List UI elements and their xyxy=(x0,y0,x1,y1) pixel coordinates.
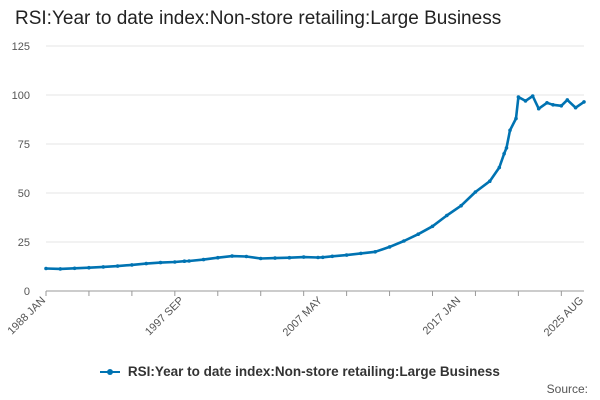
data-point[interactable] xyxy=(416,232,421,236)
legend: RSI:Year to date index:Non-store retaili… xyxy=(0,364,600,379)
data-point[interactable] xyxy=(488,179,492,183)
data-point[interactable] xyxy=(187,259,191,263)
data-point[interactable] xyxy=(273,256,277,260)
data-point[interactable] xyxy=(551,103,555,107)
data-point[interactable] xyxy=(373,250,378,254)
data-point[interactable] xyxy=(530,94,535,98)
data-point[interactable] xyxy=(545,101,549,105)
data-point[interactable] xyxy=(244,254,249,259)
data-point[interactable] xyxy=(504,146,509,150)
x-tick-label: 2025 AUG xyxy=(542,295,586,339)
data-point[interactable] xyxy=(502,152,506,156)
data-point[interactable] xyxy=(497,165,502,170)
data-point[interactable] xyxy=(359,251,363,256)
x-tick-label: 2007 MAY xyxy=(281,294,326,339)
data-point[interactable] xyxy=(573,105,578,110)
data-point[interactable] xyxy=(536,106,541,111)
data-point[interactable] xyxy=(523,99,528,103)
y-tick-label: 100 xyxy=(12,90,30,102)
x-tick-label: 2017 JAN xyxy=(421,295,464,338)
data-point[interactable] xyxy=(508,128,512,133)
legend-line-marker-icon xyxy=(100,367,121,377)
data-point[interactable] xyxy=(173,260,177,264)
data-point[interactable] xyxy=(44,266,48,271)
data-point[interactable] xyxy=(387,245,392,249)
data-point[interactable] xyxy=(115,264,120,268)
gridlines xyxy=(46,45,584,243)
data-point[interactable] xyxy=(316,255,320,260)
data-point[interactable] xyxy=(445,213,449,218)
data-point[interactable] xyxy=(130,263,134,267)
y-tick-label: 75 xyxy=(18,139,30,151)
data-point[interactable] xyxy=(459,203,463,208)
y-tick-label: 25 xyxy=(18,237,30,249)
data-point[interactable] xyxy=(216,255,220,260)
chart-title: RSI:Year to date index:Non-store retaili… xyxy=(15,8,502,29)
x-tick-label: 1988 JAN xyxy=(5,295,48,338)
data-point[interactable] xyxy=(58,267,63,271)
data-point[interactable] xyxy=(565,98,570,102)
data-point[interactable] xyxy=(144,261,148,266)
data-point[interactable] xyxy=(344,253,349,257)
data-point[interactable] xyxy=(559,104,564,108)
data-point[interactable] xyxy=(321,255,325,260)
data-point[interactable] xyxy=(402,239,406,243)
data-point[interactable] xyxy=(516,95,521,99)
data-point[interactable] xyxy=(582,100,586,104)
y-tick-label: 0 xyxy=(24,286,30,298)
series-layer xyxy=(44,94,586,271)
y-tick-label: 50 xyxy=(18,188,30,200)
x-axis: 1988 JAN 1997 SEP 2007 MAY 2017 JAN 2025 AUG xyxy=(5,290,586,339)
data-point[interactable] xyxy=(514,116,518,121)
legend-label: RSI:Year to date index:Non-store retaili… xyxy=(127,364,500,379)
data-point[interactable] xyxy=(230,254,234,258)
data-point[interactable] xyxy=(72,266,77,271)
data-point[interactable] xyxy=(287,255,292,260)
data-point[interactable] xyxy=(158,260,163,265)
data-point[interactable] xyxy=(201,257,206,262)
x-tick-label: 1997 SEP xyxy=(143,295,187,339)
data-point[interactable] xyxy=(473,190,478,194)
data-point[interactable] xyxy=(182,259,187,264)
y-axis-ticks: 0 25 50 75 100 125 xyxy=(12,41,30,298)
series-line-0 xyxy=(45,94,585,271)
data-point[interactable] xyxy=(330,254,335,259)
data-point[interactable] xyxy=(301,255,306,259)
data-point[interactable] xyxy=(430,224,435,229)
source-link[interactable]: Source: xyxy=(546,382,588,396)
data-point[interactable] xyxy=(87,265,91,270)
data-point[interactable] xyxy=(101,265,106,269)
y-tick-label: 125 xyxy=(12,41,30,53)
data-point[interactable] xyxy=(258,256,263,261)
